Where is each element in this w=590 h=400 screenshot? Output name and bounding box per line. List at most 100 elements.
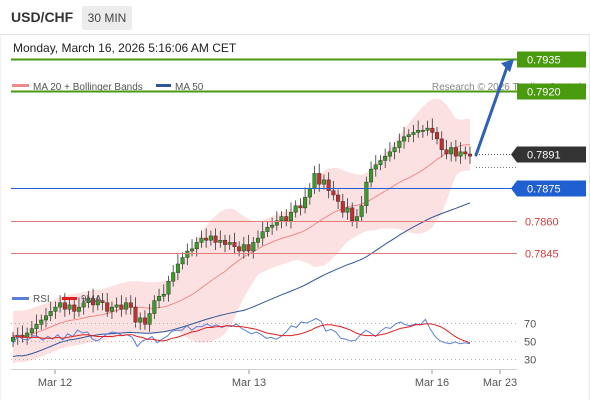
candle-body <box>133 306 138 323</box>
candle <box>48 301 53 322</box>
candle <box>166 275 171 302</box>
candle-body <box>100 300 105 303</box>
candle <box>232 232 237 255</box>
candle-body <box>307 188 312 198</box>
candle-body <box>392 147 397 153</box>
candle <box>29 321 34 339</box>
candle-body <box>303 196 308 209</box>
candle-body <box>72 304 77 312</box>
candle <box>34 314 39 337</box>
candle-body <box>157 296 162 301</box>
candle <box>58 295 63 313</box>
candle <box>161 284 166 302</box>
candle-body <box>10 337 15 342</box>
candle <box>208 230 213 246</box>
candle-body <box>326 179 331 191</box>
candle-body <box>185 250 190 258</box>
rsi-tick-label: 50 <box>524 337 536 349</box>
candle-body <box>223 240 228 245</box>
candle <box>458 142 463 164</box>
candle-body <box>34 324 39 329</box>
candle-body <box>383 155 388 161</box>
candle-body <box>411 132 416 135</box>
candle <box>430 118 435 140</box>
candle-body <box>204 237 209 241</box>
candle <box>10 331 15 347</box>
candle-body <box>241 244 246 252</box>
candle-body <box>298 205 303 209</box>
candle <box>152 295 157 319</box>
candle <box>114 297 119 313</box>
candle-body <box>359 205 364 217</box>
candle <box>411 124 416 143</box>
ma20-line <box>12 144 471 338</box>
candle-body <box>274 220 279 226</box>
candle-body <box>364 181 369 206</box>
candle <box>91 288 96 313</box>
candle-body <box>124 302 129 310</box>
candle <box>100 293 105 311</box>
candle-body <box>317 173 322 185</box>
bollinger-band <box>13 98 470 364</box>
candle-body <box>345 207 350 213</box>
candle <box>86 290 91 309</box>
pivot-level-label: 0.7875 <box>527 184 561 196</box>
candle-body <box>279 216 284 222</box>
candle-body <box>227 242 232 245</box>
candle <box>138 312 143 330</box>
rsi-legend-swatch <box>12 297 29 300</box>
candle <box>105 293 110 317</box>
target-level-box <box>517 51 586 68</box>
candle <box>72 297 77 319</box>
chart-timestamp: Monday, March 16, 2026 5:16:06 AM CET <box>13 41 237 55</box>
rsi-pane: 30 50 70 <box>11 317 536 367</box>
forecast-arrow-shaft <box>474 65 509 157</box>
candle <box>157 288 162 309</box>
time-tick-label: Mar 16 <box>415 377 449 389</box>
candle-body <box>378 160 383 165</box>
candle <box>175 254 180 281</box>
candle-body <box>270 224 275 228</box>
candle-body <box>331 190 336 196</box>
candle <box>298 198 303 216</box>
candle <box>260 221 265 246</box>
candle <box>119 295 124 317</box>
candle <box>204 228 209 248</box>
candle <box>95 295 100 311</box>
candle-body <box>416 130 421 133</box>
candle <box>246 234 251 257</box>
candle <box>345 198 350 220</box>
candle-body <box>406 134 411 137</box>
candle-body <box>387 151 392 157</box>
candle <box>449 142 454 162</box>
rsi-line <box>12 317 471 348</box>
support-level-label: 0.7845 <box>525 249 559 261</box>
candle-body <box>152 300 157 314</box>
candle <box>303 187 308 214</box>
rsi-tick-label: 70 <box>524 319 536 331</box>
candle <box>392 142 397 160</box>
candle-body <box>336 194 341 202</box>
rsi-ma-legend-label: 9MA <box>81 294 102 305</box>
support-level-label: 0.7860 <box>525 217 559 229</box>
candle-body <box>161 293 166 297</box>
candle <box>439 131 444 158</box>
candle-body <box>218 240 223 243</box>
candle <box>406 129 411 143</box>
rsi-ma-line <box>12 323 471 344</box>
candle-body <box>373 164 378 170</box>
candle <box>39 314 44 330</box>
candle <box>354 208 359 229</box>
candle <box>251 237 256 259</box>
copyright-text: Research © 2026 Trading Central <box>432 82 581 93</box>
timeframe-button[interactable]: 30 MIN <box>82 6 132 30</box>
candle-body <box>105 302 110 312</box>
candle <box>109 301 114 319</box>
candle <box>199 230 204 248</box>
candle <box>180 252 185 270</box>
candle-body <box>166 281 171 295</box>
time-axis: Mar 12 Mar 13 Mar 16 Mar 23 <box>38 370 517 389</box>
chart-header: USD/CHF 30 MIN <box>0 0 590 34</box>
candle-body <box>194 242 199 250</box>
